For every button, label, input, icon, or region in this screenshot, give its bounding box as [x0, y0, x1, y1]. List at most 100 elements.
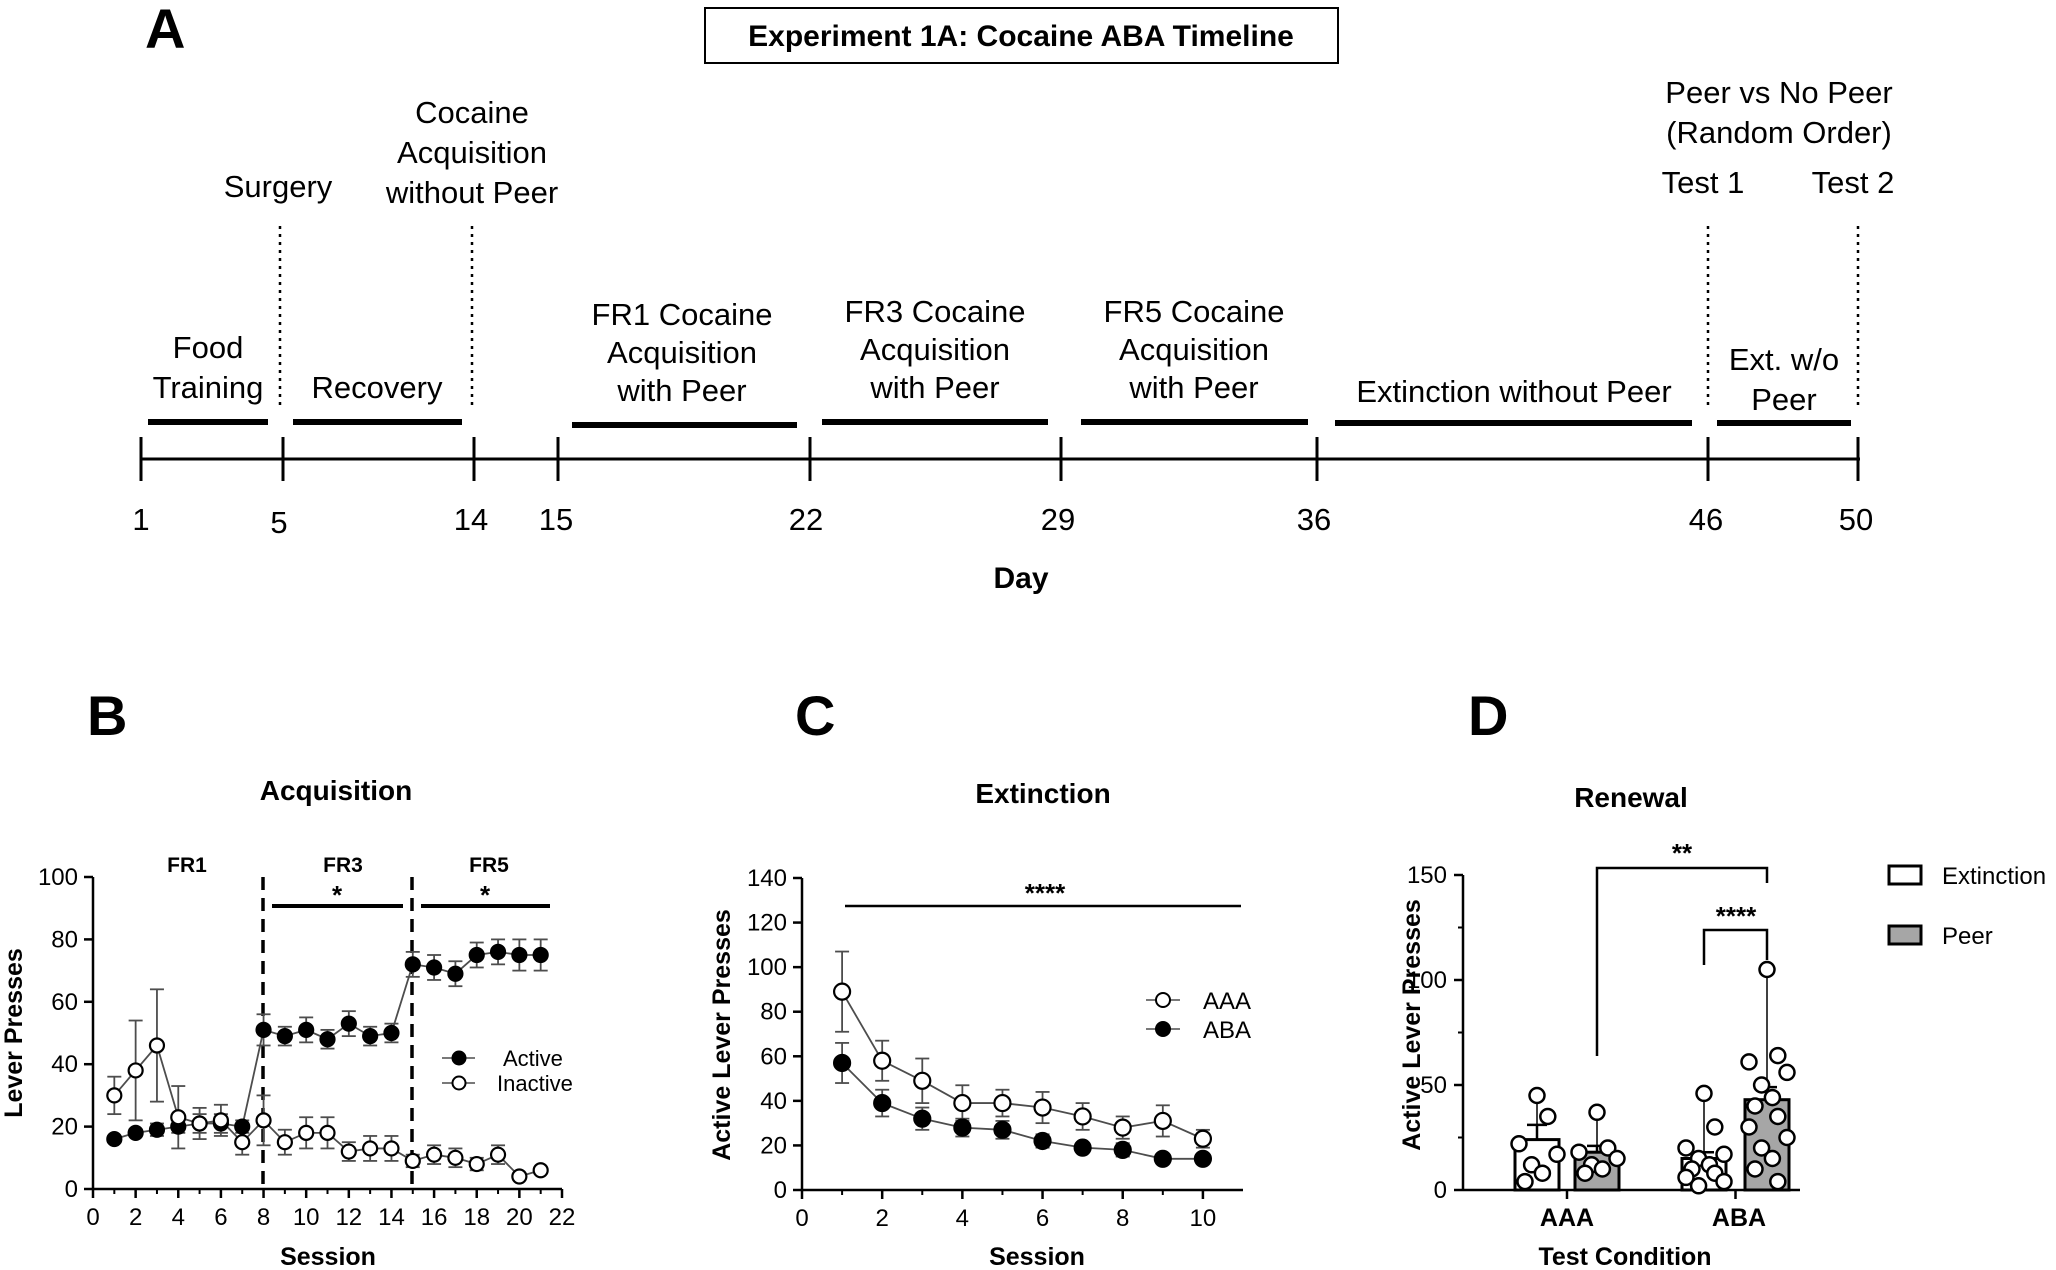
legend-marker-inactive — [451, 1075, 467, 1091]
data-point-active — [106, 1130, 123, 1148]
chart-d-xlabel: Test Condition — [1538, 1243, 1711, 1270]
data-point-aaa — [1153, 1111, 1172, 1131]
legend-marker-aba — [1155, 1021, 1171, 1037]
x-tick-label: 8 — [1116, 1205, 1129, 1232]
data-point-inactive — [255, 1112, 272, 1129]
data-point-inactive — [127, 1062, 144, 1079]
data-point-peer — [1763, 1088, 1782, 1107]
data-point-peer — [1769, 1107, 1787, 1126]
data-point-aaa — [1193, 1129, 1213, 1148]
data-point-aaa — [1073, 1107, 1092, 1126]
phase-label: with Peer — [616, 373, 746, 408]
data-point-extinction — [1510, 1135, 1528, 1153]
day-label: 50 — [1839, 502, 1873, 537]
y-tick-label: 140 — [747, 865, 787, 892]
data-point-inactive — [511, 1168, 528, 1185]
data-point-inactive — [383, 1140, 400, 1157]
data-point-inactive — [447, 1149, 464, 1166]
y-tick-label: 0 — [65, 1176, 78, 1203]
data-point-active — [489, 943, 507, 960]
legend-swatch-peer — [1887, 924, 1923, 946]
phase-label: Food — [173, 330, 244, 365]
label-peer-vs-no-peer: (Random Order) — [1666, 115, 1892, 150]
data-point-inactive — [404, 1152, 421, 1170]
chart-d-ylabel: Active Lever Presses — [1398, 899, 1426, 1151]
legend-label: Inactive — [497, 1071, 573, 1096]
data-point-aba — [953, 1118, 972, 1137]
label-peer-vs-no-peer: Peer vs No Peer — [1665, 75, 1892, 110]
series-line-aaa — [841, 991, 1204, 1140]
chart-b-plot — [106, 938, 549, 1185]
panel-a-letter: A — [145, 0, 185, 60]
significance-marker: * — [332, 880, 343, 910]
x-tick-label: 0 — [86, 1204, 99, 1231]
phase-label: with Peer — [869, 370, 999, 405]
data-point-inactive — [425, 1146, 443, 1163]
data-point-peer — [1769, 1046, 1787, 1065]
y-tick-label: 60 — [51, 989, 78, 1016]
legend-label: Peer — [1942, 923, 1993, 950]
data-point-inactive — [234, 1134, 251, 1151]
series-line-aba — [841, 1062, 1203, 1160]
panel-a-title: Experiment 1A: Cocaine ABA Timeline — [748, 20, 1294, 53]
legend-marker-aaa — [1155, 992, 1171, 1008]
legend-label: Active — [503, 1046, 563, 1071]
data-point-peer — [1778, 1128, 1796, 1147]
phase-label: Extinction without Peer — [1356, 374, 1671, 409]
data-point-inactive — [148, 1037, 166, 1054]
legend-swatch-extinction — [1887, 864, 1923, 886]
chart-c-xlabel: Session — [989, 1243, 1085, 1270]
data-point-inactive — [340, 1143, 357, 1160]
data-point-inactive — [532, 1162, 549, 1179]
day-label: 15 — [539, 502, 573, 537]
data-point-aaa — [993, 1093, 1012, 1113]
x-tick-label: 4 — [172, 1204, 185, 1231]
data-point-aba — [1113, 1140, 1132, 1159]
data-point-inactive — [298, 1124, 315, 1141]
y-tick-label: 150 — [1407, 862, 1447, 889]
data-point-peer — [1608, 1149, 1626, 1168]
data-point-aba — [993, 1120, 1012, 1139]
phase-label: Recovery — [312, 370, 443, 405]
panel-a-title-box — [704, 7, 1339, 64]
y-tick-label: 40 — [51, 1051, 78, 1078]
data-point-aba — [1193, 1149, 1213, 1168]
data-point-peer — [1763, 1149, 1782, 1168]
data-point-active — [532, 946, 549, 964]
timeline-top-labels: Surgery Cocaine Acquisition without Peer… — [224, 75, 1895, 210]
y-tick-label: 100 — [1407, 967, 1447, 994]
panel-a: A Experiment 1A: Cocaine ABA Timeline 1 … — [132, 0, 1894, 595]
legend-label: AAA — [1203, 988, 1251, 1015]
phase-label: FR3 Cocaine — [845, 294, 1026, 329]
phase-label: Peer — [1751, 382, 1816, 417]
x-tick-label: 20 — [506, 1204, 533, 1231]
timeline-day-labels: 1 5 14 15 22 29 36 46 50 — [132, 502, 1873, 540]
x-tick-label: 2 — [129, 1204, 142, 1231]
data-point-aba — [832, 1053, 852, 1073]
data-point-peer — [1588, 1103, 1606, 1122]
data-point-aaa — [1033, 1098, 1052, 1117]
data-point-extinction — [1689, 1177, 1708, 1195]
x-tick-label: 4 — [956, 1205, 969, 1232]
data-point-extinction — [1706, 1118, 1724, 1136]
data-point-active — [340, 1015, 357, 1032]
label-test-1: Test 1 — [1662, 165, 1745, 200]
x-tick-label: 16 — [421, 1204, 448, 1231]
x-tick-label: 10 — [1190, 1205, 1217, 1232]
chart-d-y-ticks: 0 50 100 150 — [1407, 862, 1463, 1204]
chart-c-title: Extinction — [975, 778, 1110, 809]
data-point-active — [127, 1124, 144, 1141]
legend-label: Extinction — [1942, 863, 2046, 890]
data-point-extinction — [1548, 1145, 1566, 1164]
x-tick-label: 8 — [257, 1204, 270, 1231]
y-tick-label: 0 — [774, 1177, 787, 1204]
data-point-active — [511, 946, 528, 964]
phase-label: FR1 Cocaine — [592, 297, 773, 332]
label-cocaine-acq: without Peer — [385, 175, 558, 210]
data-point-peer — [1740, 1053, 1758, 1071]
phase-label: Acquisition — [607, 335, 757, 370]
data-point-peer — [1758, 960, 1776, 979]
data-point-peer — [1570, 1143, 1588, 1161]
chart-d-category: AAA — [1540, 1204, 1594, 1232]
